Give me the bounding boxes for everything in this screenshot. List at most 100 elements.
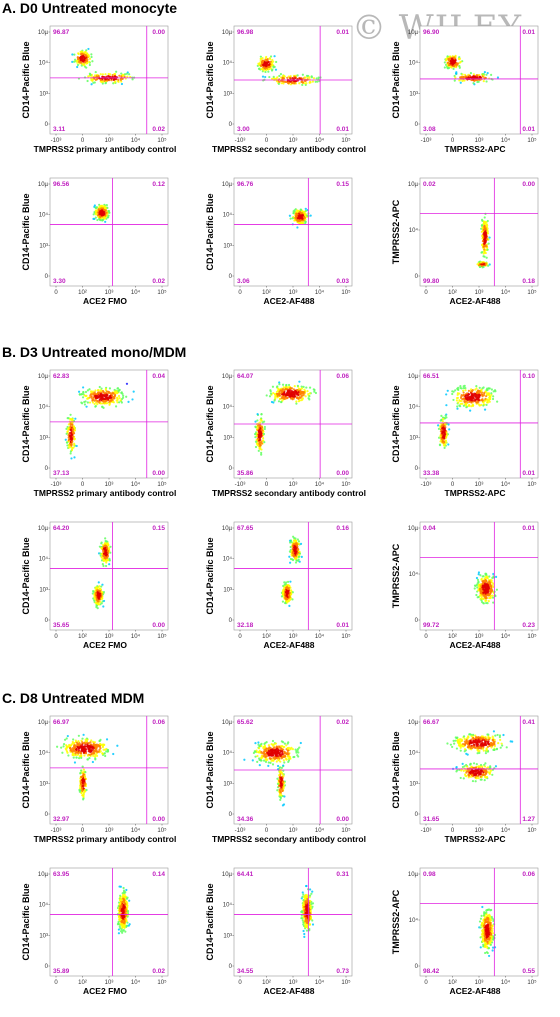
quadrant-value: 0.06 — [522, 871, 535, 878]
y-axis-label: CD14-Pacific Blue — [205, 193, 215, 270]
quadrant-value: 66.51 — [423, 373, 440, 380]
y-axis-label: CD14-Pacific Blue — [21, 385, 31, 462]
x-tick-label: -10³ — [235, 138, 246, 144]
section-title: B. D3 Untreated mono/MDM — [2, 344, 187, 360]
x-tick-label: 10³ — [475, 290, 484, 296]
density-cloud — [476, 212, 491, 269]
plot-frame — [233, 177, 353, 287]
density-cloud — [280, 535, 303, 607]
flow-plot: CD14-Pacific Blue 10µ 10⁴ 10³ 0 66.51 0.10 33.3… — [391, 368, 550, 502]
y-tick-label: 0 — [229, 122, 233, 128]
x-tick-label: 10³ — [105, 828, 114, 834]
quadrant-value: 96.87 — [53, 29, 70, 36]
x-tick-label: 0 — [54, 290, 58, 296]
quadrant-value: 0.00 — [152, 29, 165, 36]
x-tick-label: 10⁵ — [527, 481, 537, 488]
plot-svg: CD14-Pacific Blue 10µ 10⁴ 10³ 0 64.20 0.15 35.6… — [21, 521, 169, 650]
x-tick-label: 10⁵ — [527, 289, 537, 296]
x-tick-label: 10³ — [475, 482, 484, 488]
x-tick-label: 10⁴ — [131, 481, 141, 488]
y-tick-label: 10µ — [408, 374, 419, 380]
y-tick-label: 10µ — [38, 182, 49, 188]
quadrant-value: 34.36 — [237, 816, 254, 823]
quadrant-value: 0.02 — [336, 719, 349, 726]
x-tick-label: 0 — [424, 290, 428, 296]
x-tick-label: -10³ — [421, 482, 432, 488]
y-tick-label: 10⁴ — [223, 404, 233, 411]
x-axis-label: TMPRSS2 primary antibody control — [34, 488, 177, 498]
x-tick-label: 10⁵ — [341, 481, 351, 488]
quadrant-value: 96.98 — [237, 29, 254, 36]
x-tick-label: 10⁵ — [527, 827, 537, 834]
quadrant-value: 3.00 — [237, 126, 250, 133]
x-tick-label: 10³ — [289, 482, 298, 488]
y-tick-label: 10µ — [222, 182, 233, 188]
quadrant-value: 64.41 — [237, 871, 254, 878]
plot-svg: CD14-Pacific Blue 10µ 10⁴ 10³ 0 64.07 0.06 35.8… — [205, 369, 366, 498]
y-tick-label: 0 — [229, 618, 233, 624]
x-tick-label: 10⁵ — [341, 827, 351, 834]
plot-svg: CD14-Pacific Blue 10µ 10⁴ 10³ 0 66.67 0.41 31.6… — [391, 715, 539, 844]
x-tick-label: 10² — [78, 980, 87, 986]
quadrant-value: 31.65 — [423, 816, 440, 823]
plot-frame — [49, 369, 169, 479]
plot-frame — [233, 867, 353, 977]
x-tick-label: 10³ — [475, 828, 484, 834]
y-tick-label: 10µ — [408, 30, 419, 36]
y-tick-label: 10µ — [222, 526, 233, 532]
x-tick-label: 10⁵ — [157, 289, 167, 296]
y-tick-label: 10µ — [408, 720, 419, 726]
plot-frame — [419, 177, 539, 287]
quadrant-value: 0.15 — [152, 525, 165, 532]
y-tick-label: 10⁴ — [409, 571, 419, 578]
y-tick-label: 10³ — [39, 435, 48, 441]
flow-plot: CD14-Pacific Blue 10µ 10⁴ 10³ 0 64.41 0.31 34.5… — [205, 866, 364, 1000]
quadrant-value: 0.98 — [423, 871, 436, 878]
y-axis-label: TMPRSS2-APC — [391, 199, 401, 264]
quadrant-value: 98.42 — [423, 968, 440, 975]
quadrant-value: 64.20 — [53, 525, 70, 532]
x-tick-label: 10⁴ — [315, 481, 325, 488]
y-axis-label: CD14-Pacific Blue — [391, 385, 401, 462]
y-tick-label: 10µ — [408, 872, 419, 878]
y-tick-label: 10⁴ — [223, 60, 233, 67]
x-tick-label: 0 — [238, 980, 242, 986]
x-tick-label: 0 — [81, 138, 85, 144]
y-tick-label: 10µ — [38, 374, 49, 380]
y-tick-label: 10³ — [223, 435, 232, 441]
y-tick-label: 10⁴ — [409, 227, 419, 234]
quadrant-value: 0.00 — [522, 181, 535, 188]
quadrant-value: 0.12 — [152, 181, 165, 188]
quadrant-value: 0.10 — [522, 373, 535, 380]
x-tick-label: 0 — [265, 482, 269, 488]
flow-plot: TMPRSS2-APC 10µ 10⁴ 0 0.98 0.06 98.42 0.55 0 10² 1… — [391, 866, 550, 1000]
density-cloud — [300, 884, 315, 938]
quadrant-value: 3.06 — [237, 278, 250, 285]
quadrant-value: 0.04 — [423, 525, 436, 532]
y-tick-label: 10⁴ — [39, 404, 49, 411]
x-tick-label: 10² — [448, 634, 457, 640]
x-tick-label: 10⁵ — [527, 137, 537, 144]
density-cloud — [91, 537, 112, 610]
quadrant-value: 0.15 — [336, 181, 349, 188]
x-axis-label: TMPRSS2 secondary antibody control — [212, 834, 366, 844]
x-tick-label: 10² — [78, 634, 87, 640]
quadrant-value: 0.02 — [152, 278, 165, 285]
y-axis-label: CD14-Pacific Blue — [21, 41, 31, 118]
plot-frame — [49, 521, 169, 631]
x-tick-label: 10⁵ — [157, 137, 167, 144]
plot-svg: TMPRSS2-APC 10µ 10⁴ 0 0.02 0.00 99.80 0.18 0 10² 1… — [391, 177, 539, 306]
x-tick-label: 10⁴ — [315, 979, 325, 986]
x-tick-label: 10⁴ — [131, 633, 141, 640]
quadrant-value: 66.97 — [53, 719, 70, 726]
plot-frame — [233, 521, 353, 631]
quadrant-value: 3.30 — [53, 278, 66, 285]
quadrant-value: 0.16 — [336, 525, 349, 532]
x-axis-label: ACE2-AF488 — [449, 296, 500, 306]
plot-frame — [49, 715, 169, 825]
x-tick-label: 10³ — [105, 482, 114, 488]
x-tick-label: 0 — [265, 138, 269, 144]
x-axis-label: ACE2-AF488 — [263, 296, 314, 306]
quadrant-value: 0.01 — [522, 29, 535, 36]
y-tick-label: 10³ — [223, 933, 232, 939]
